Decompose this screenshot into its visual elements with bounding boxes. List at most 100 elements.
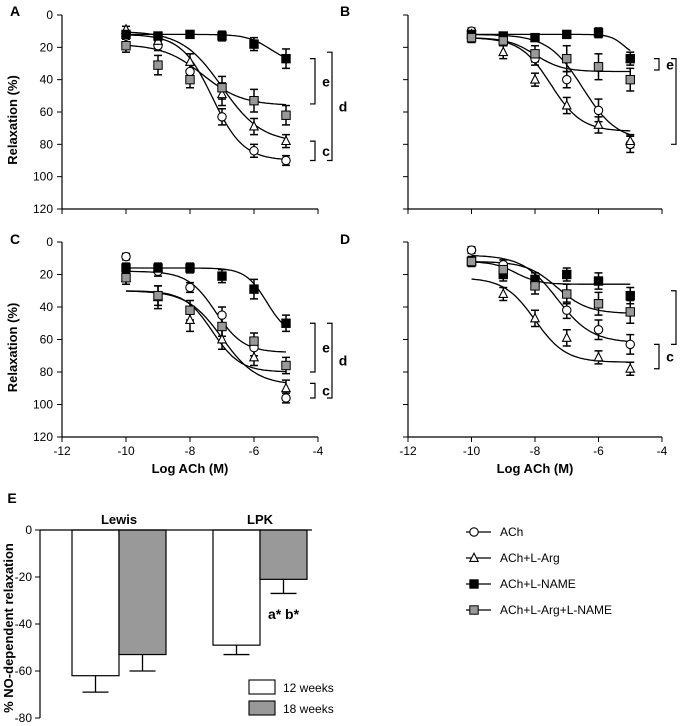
bar	[71, 529, 120, 677]
data-point-argname	[249, 95, 259, 106]
fit-curve	[471, 33, 631, 136]
fit-curve	[126, 34, 287, 161]
legend: ACh ACh+L-Arg ACh+L-NAME ACh+L-Arg+L-NAME	[466, 525, 612, 617]
legend-label: 18 weeks	[283, 702, 334, 716]
data-point-ach	[249, 146, 259, 156]
fit-curve	[125, 44, 287, 106]
data-point-ach	[217, 112, 227, 122]
data-point-argname	[530, 49, 540, 59]
y-axis-title: Relaxation (%)	[5, 75, 20, 165]
data-point-arg	[184, 313, 196, 324]
data-point-arg	[280, 135, 292, 146]
data-point-arg	[216, 333, 228, 344]
legend-marker-ach	[469, 527, 479, 537]
data-point-name	[185, 29, 195, 40]
y-tick-label: 20	[40, 40, 54, 54]
data-point-name	[625, 53, 635, 64]
data-point-argname	[625, 74, 635, 85]
data-point-name	[185, 263, 195, 273]
y-tick-label: 80	[40, 365, 54, 379]
data-point-name	[217, 31, 227, 41]
legend-label: 12 weeks	[283, 681, 334, 695]
data-point-arg	[529, 73, 541, 84]
y-axis-title: % NO-dependent relaxation	[1, 543, 16, 713]
significance-bracket	[671, 58, 677, 145]
data-point-argname	[185, 305, 195, 315]
data-point-arg	[625, 362, 636, 373]
data-point-ach	[561, 74, 572, 85]
data-point-name	[153, 263, 163, 273]
y-tick-label: -80	[15, 711, 33, 725]
data-point-name	[530, 32, 540, 43]
significance-label: d	[339, 353, 348, 369]
significance-bracket	[654, 58, 660, 71]
x-tick-label: -4	[313, 444, 324, 458]
significance-label: c	[322, 383, 330, 399]
y-tick-label: 0	[46, 8, 53, 22]
fit-curve	[471, 37, 631, 73]
data-point-name	[593, 28, 604, 38]
data-point-argname	[593, 299, 604, 309]
y-tick-label: 40	[40, 300, 54, 314]
significance-label: d	[339, 98, 348, 114]
bar	[212, 529, 261, 646]
fit-curve	[126, 290, 287, 373]
panel-c: C 0 20 40 60 80 100 120-12 -10 -8 -6 -4 Relaxation (…	[5, 231, 347, 476]
legend-marker-name	[469, 579, 479, 589]
significance-label: c	[666, 349, 674, 365]
fit-curve	[471, 33, 631, 52]
data-point-name	[625, 290, 635, 301]
fit-curve	[471, 37, 631, 132]
data-point-ach	[185, 282, 195, 293]
y-tick-label: 20	[40, 268, 54, 282]
data-point-ach	[625, 339, 635, 350]
significance-bracket	[310, 140, 316, 162]
y-tick-label: -20	[15, 570, 33, 584]
x-axis-title: Log ACh (M)	[497, 461, 574, 476]
data-point-ach	[593, 105, 604, 116]
data-point-argname	[217, 83, 227, 93]
y-tick-label: 100	[33, 170, 53, 184]
significance-bracket	[654, 343, 660, 370]
data-point-arg	[625, 135, 636, 146]
fit-curve	[471, 254, 631, 343]
category-label: Lewis	[101, 512, 137, 527]
legend-marker-arg	[468, 551, 480, 562]
x-tick-label: -6	[249, 444, 260, 458]
data-point-ach	[466, 245, 477, 255]
bar	[118, 529, 167, 656]
legend-marker-argname	[469, 605, 479, 615]
panel-letter: B	[340, 3, 350, 19]
data-point-argname	[121, 273, 131, 283]
data-point-name	[121, 263, 131, 273]
data-point-name	[593, 276, 604, 286]
data-point-argname	[185, 74, 195, 85]
x-tick-label: -12	[399, 444, 417, 458]
legend-label: ACh	[500, 525, 523, 539]
category-label: LPK	[247, 512, 274, 527]
legend-swatch	[248, 700, 276, 716]
fit-curve	[126, 267, 287, 328]
panel-a: A 0 20 40 60 80 100 120 Relaxation (%) ed c	[5, 3, 347, 216]
data-point-name	[153, 31, 163, 41]
data-point-name	[281, 318, 291, 328]
data-point-name	[281, 53, 291, 64]
data-point-argname	[153, 60, 163, 70]
data-point-arg	[184, 55, 196, 66]
legend-swatch	[248, 679, 276, 695]
significance-bracket	[310, 322, 316, 373]
y-tick-label: 0	[25, 523, 32, 537]
data-point-arg	[280, 382, 292, 393]
y-tick-label: 60	[40, 333, 54, 347]
significance-label: e	[666, 56, 674, 72]
fit-curve	[471, 261, 631, 314]
data-point-ach	[593, 324, 604, 335]
data-point-arg	[498, 46, 509, 57]
data-point-argname	[466, 256, 477, 267]
data-point-ach	[185, 66, 195, 77]
data-point-argname	[281, 110, 291, 120]
legend-label: ACh+L-Arg	[500, 551, 560, 565]
bar	[259, 529, 308, 580]
panel-letter: A	[10, 3, 20, 19]
significance-bracket	[310, 58, 316, 105]
